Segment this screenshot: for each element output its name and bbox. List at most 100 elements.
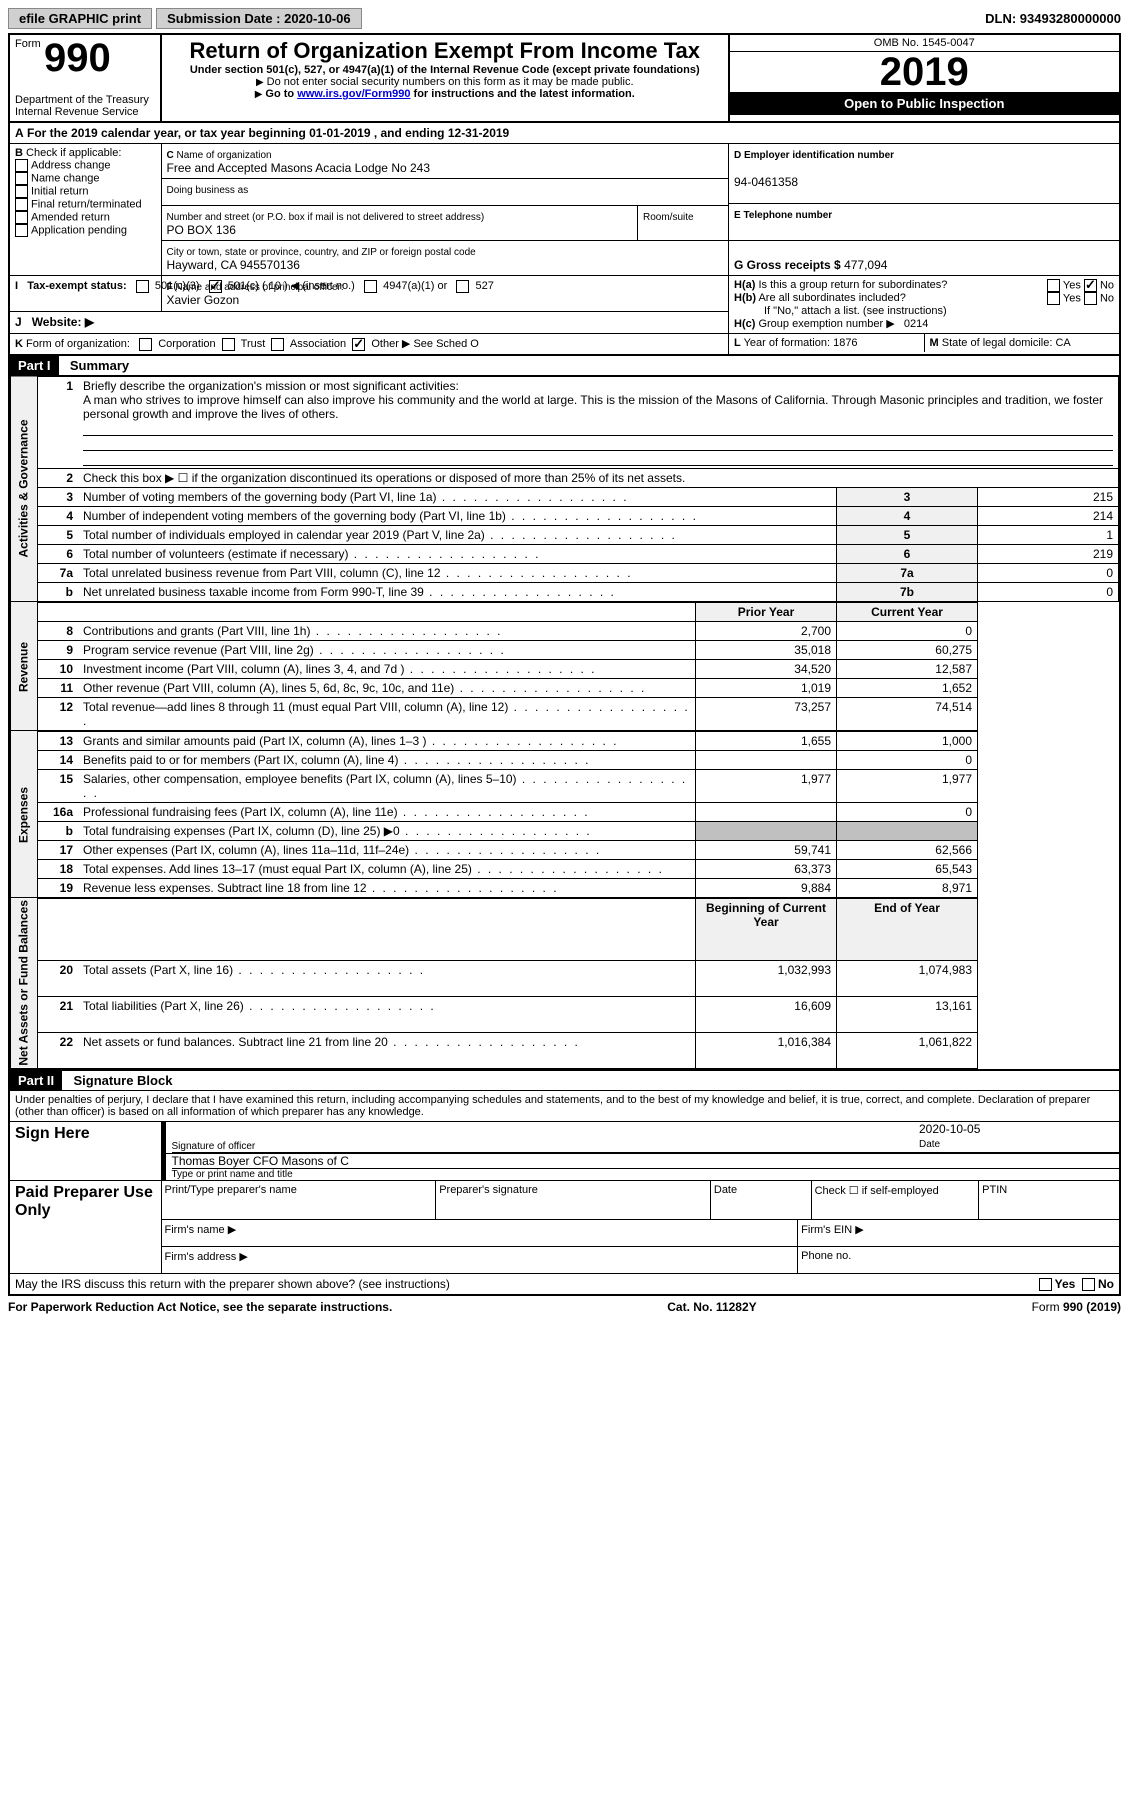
prep-date-label: Date <box>711 1181 812 1219</box>
officer-name: Xavier Gozon <box>167 293 240 307</box>
line-num: b <box>38 821 79 840</box>
opt-corp: Corporation <box>158 338 215 350</box>
line-num: 21 <box>38 997 79 1033</box>
current-val: 0 <box>837 750 978 769</box>
line-num: 13 <box>38 731 79 751</box>
cat-number: Cat. No. 11282Y <box>667 1300 756 1314</box>
spacer <box>78 602 696 622</box>
note-goto-suffix: for instructions and the latest informat… <box>410 88 634 100</box>
checkbox-name-change[interactable] <box>15 172 28 185</box>
h-c-label: Group exemption number <box>758 318 883 330</box>
checkbox-other[interactable] <box>352 338 365 351</box>
checkbox-4947[interactable] <box>364 280 377 293</box>
checkbox-final-return[interactable] <box>15 198 28 211</box>
dept-label: Department of the Treasury Internal Reve… <box>15 94 155 118</box>
line-value: 0 <box>978 563 1119 582</box>
opt-application-pending: Application pending <box>31 224 127 236</box>
part1-title: Summary <box>70 358 129 373</box>
checkbox-ha-no[interactable] <box>1084 279 1097 292</box>
opt-initial-return: Initial return <box>31 185 88 197</box>
current-val: 0 <box>837 802 978 821</box>
line-num: 11 <box>38 678 79 697</box>
box-h: H(a) Is this a group return for subordin… <box>729 276 1121 334</box>
line-desc: Professional fundraising fees (Part IX, … <box>78 802 696 821</box>
line-box: 4 <box>837 506 978 525</box>
line-desc: Number of voting members of the governin… <box>78 487 837 506</box>
summary-table: Activities & Governance 1 Briefly descri… <box>10 376 1119 1069</box>
vlabel-exp: Expenses <box>11 731 38 898</box>
checkbox-initial-return[interactable] <box>15 185 28 198</box>
line-num: 6 <box>38 544 79 563</box>
checkbox-discuss-no[interactable] <box>1082 1278 1095 1291</box>
prior-val: 34,520 <box>696 659 837 678</box>
line-desc: Other revenue (Part VIII, column (A), li… <box>78 678 696 697</box>
line-value: 219 <box>978 544 1119 563</box>
checkbox-501c[interactable] <box>209 280 222 293</box>
period-text: For the 2019 calendar year, or tax year … <box>27 126 509 140</box>
current-val: 65,543 <box>837 859 978 878</box>
opt-final-return: Final return/terminated <box>31 198 142 210</box>
line-value: 214 <box>978 506 1119 525</box>
checkbox-assoc[interactable] <box>271 338 284 351</box>
penalties-text: Under penalties of perjury, I declare th… <box>9 1090 1120 1121</box>
line-num: 8 <box>38 621 79 640</box>
box-j-label: Website: <box>32 315 82 329</box>
footer: For Paperwork Reduction Act Notice, see … <box>8 1300 1121 1314</box>
current-val: 8,971 <box>837 878 978 898</box>
toolbar: efile GRAPHIC print Submission Date : 20… <box>8 8 1121 29</box>
line-num: 12 <box>38 697 79 731</box>
no-label: No <box>1100 279 1114 291</box>
checkbox-ha-yes[interactable] <box>1047 279 1060 292</box>
check-self-label: Check ☐ if self-employed <box>812 1181 980 1219</box>
line-desc: Investment income (Part VIII, column (A)… <box>78 659 696 678</box>
efile-button[interactable]: efile GRAPHIC print <box>8 8 152 29</box>
form990-link[interactable]: www.irs.gov/Form990 <box>297 88 410 100</box>
checkbox-address-change[interactable] <box>15 159 28 172</box>
current-val: 62,566 <box>837 840 978 859</box>
sig-officer-label: Signature of officer <box>172 1141 256 1152</box>
line-box: 7b <box>837 582 978 602</box>
box-g: G Gross receipts $ 477,094 <box>729 241 1121 276</box>
form-subtitle: Under section 501(c), 527, or 4947(a)(1)… <box>167 64 723 76</box>
line-num: 17 <box>38 840 79 859</box>
vlabel: Net Assets or Fund Balances <box>11 898 38 1069</box>
prep-name-label: Print/Type preparer's name <box>162 1181 437 1219</box>
checkbox-hb-yes[interactable] <box>1047 292 1060 305</box>
opt-address-change: Address change <box>31 159 111 171</box>
line-num: 10 <box>38 659 79 678</box>
checkbox-discuss-yes[interactable] <box>1039 1278 1052 1291</box>
addr-label: Number and street (or P.O. box if mail i… <box>167 212 485 223</box>
line-desc: Total unrelated business revenue from Pa… <box>78 563 837 582</box>
opt-name-change: Name change <box>31 172 100 184</box>
box-k-label: Form of organization: <box>26 338 130 350</box>
vlabel-governance: Activities & Governance <box>11 376 38 602</box>
mission-label: Briefly describe the organization's miss… <box>83 379 459 393</box>
yes-label-2: Yes <box>1063 292 1081 304</box>
opt-assoc: Association <box>290 338 346 350</box>
line-desc: Total number of individuals employed in … <box>78 525 837 544</box>
opt-4947: 4947(a)(1) or <box>383 280 447 292</box>
checkbox-501c3[interactable] <box>136 280 149 293</box>
current-val: 1,977 <box>837 769 978 802</box>
opt-insert: (insert no.) <box>302 280 355 292</box>
checkbox-trust[interactable] <box>222 338 235 351</box>
line-num: 20 <box>38 961 79 997</box>
checkbox-corp[interactable] <box>139 338 152 351</box>
typed-name-label: Type or print name and title <box>172 1168 1120 1180</box>
prior-val: 1,032,993 <box>696 961 837 997</box>
typed-name-value: Thomas Boyer CFO Masons of C <box>172 1154 349 1168</box>
box-b-label: Check if applicable: <box>26 147 121 159</box>
gross-receipts: 477,094 <box>844 258 887 272</box>
line-box: 3 <box>837 487 978 506</box>
opt-other: Other <box>371 338 399 350</box>
checkbox-hb-no[interactable] <box>1084 292 1097 305</box>
checkbox-application-pending[interactable] <box>15 224 28 237</box>
checkbox-amended-return[interactable] <box>15 211 28 224</box>
checkbox-527[interactable] <box>456 280 469 293</box>
form-prefix: Form <box>15 38 41 50</box>
box-m-label: State of legal domicile: <box>942 337 1056 349</box>
h-b-note: If "No," attach a list. (see instruction… <box>734 305 1114 317</box>
current-val: 13,161 <box>837 997 978 1033</box>
part2-header: Part II <box>10 1071 62 1090</box>
line-desc: Salaries, other compensation, employee b… <box>78 769 696 802</box>
